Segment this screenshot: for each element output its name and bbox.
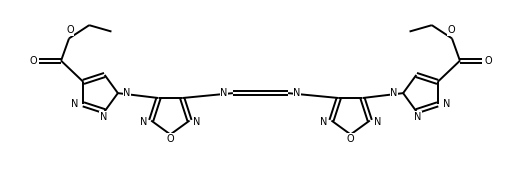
Text: N: N (220, 88, 228, 98)
Text: O: O (29, 56, 36, 66)
Text: N: N (100, 112, 107, 122)
Text: N: N (123, 88, 131, 98)
Text: O: O (447, 25, 455, 35)
Text: O: O (485, 56, 492, 66)
Text: O: O (167, 134, 174, 144)
Text: N: N (320, 117, 328, 127)
Text: O: O (66, 25, 74, 35)
Text: N: N (140, 117, 147, 127)
Text: N: N (414, 112, 421, 122)
Text: N: N (293, 88, 301, 98)
Text: O: O (347, 134, 354, 144)
Text: N: N (193, 117, 201, 127)
Text: N: N (374, 117, 381, 127)
Text: N: N (390, 88, 398, 98)
Text: N: N (71, 99, 78, 109)
Text: N: N (443, 99, 450, 109)
